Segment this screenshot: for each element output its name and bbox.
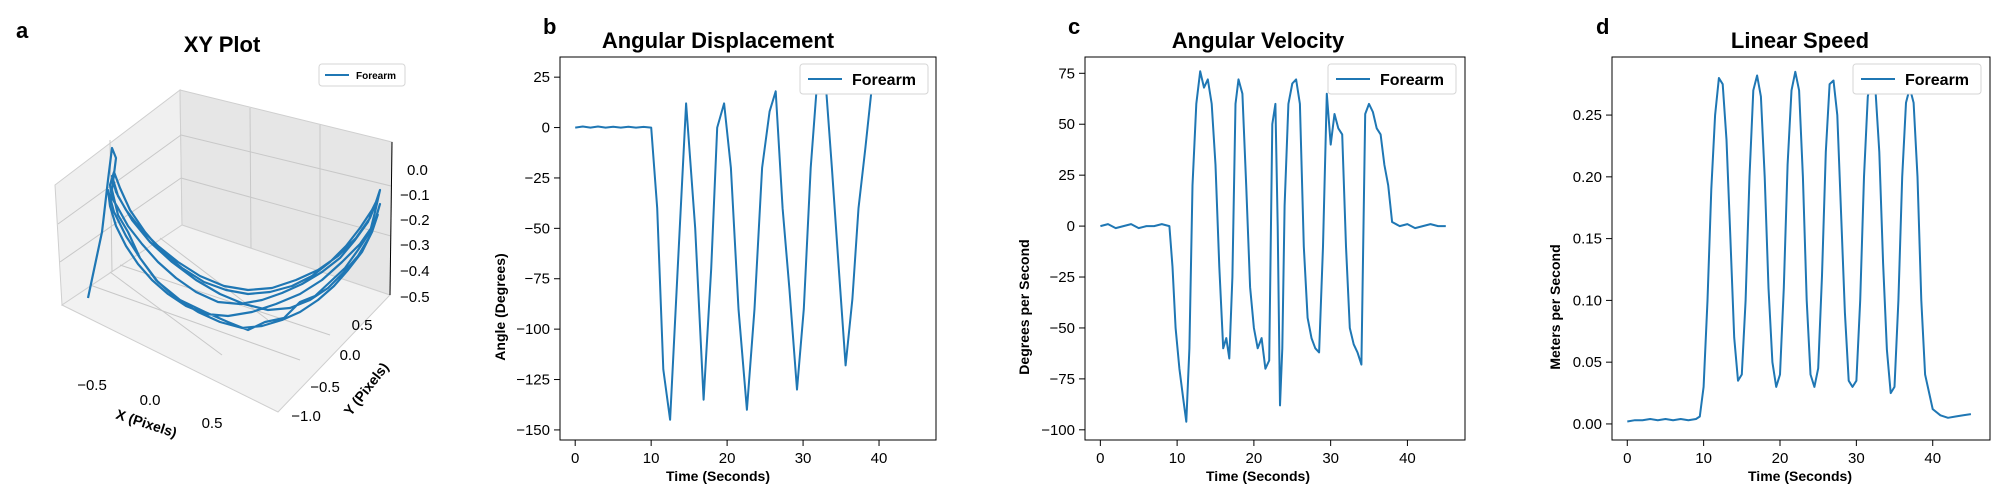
panel-a: a XY Plot −0.5 0.0 0.5 X (Pixels) 0.5 — [16, 18, 430, 441]
panel-a-xlabel: X (Pixels) — [114, 406, 179, 441]
panel-c-ytick-label: 0 — [1067, 218, 1075, 235]
panel-c-ytick-label: −100 — [1041, 422, 1075, 439]
panel-b-legend-label: Forearm — [852, 72, 916, 89]
panel-b-ytick-label: 25 — [533, 69, 550, 86]
panel-c-legend-box — [1327, 63, 1457, 95]
panel-d-series-line — [1627, 70, 1972, 423]
panel-c-ytick-label: −50 — [1050, 320, 1075, 337]
panel-a-ytick-label: 0.0 — [340, 347, 361, 364]
panel-b-ytick-label: −75 — [525, 271, 550, 288]
panel-d-legend: Forearm — [1852, 63, 1982, 95]
panel-c-xlabel: Time (Seconds) — [1206, 468, 1310, 484]
panel-a-ztick-label: −0.3 — [400, 237, 430, 254]
panel-b-xtick-label: 30 — [795, 450, 812, 467]
panel-a-ztick-label: −0.2 — [400, 212, 430, 229]
panel-a-grid-line — [180, 177, 392, 237]
panel-b-axes-frame — [559, 56, 937, 441]
panel-b-ylabel: Angle (Degrees) — [492, 253, 508, 360]
panel-d-xlabel: Time (Seconds) — [1748, 468, 1852, 484]
panel-d-ytick-label: 0.05 — [1573, 354, 1602, 371]
panel-b-xtick-label: 40 — [871, 450, 888, 467]
panel-b-legend: Forearm — [799, 63, 929, 95]
panel-d-legend-label: Forearm — [1905, 72, 1969, 89]
panel-letter-d: d — [1596, 14, 1609, 39]
panel-d-axes-frame — [1611, 56, 1991, 441]
panel-a-z-axis-line — [389, 141, 393, 296]
panel-a-grid-line — [89, 284, 301, 361]
panel-a-ztick-label: −0.1 — [400, 187, 430, 204]
panel-a-ztick-label: −0.5 — [400, 289, 430, 306]
panel-d-xtick-label: 40 — [1924, 450, 1941, 467]
panel-c-legend-label: Forearm — [1380, 72, 1444, 89]
panel-c-ytick-label: −75 — [1050, 371, 1075, 388]
panel-c-ylabel: Degrees per Second — [1016, 239, 1032, 374]
panel-c-title: Angular Velocity — [1172, 28, 1345, 53]
panel-c-xtick-label: 10 — [1169, 450, 1186, 467]
panel-b-xtick-label: 0 — [571, 450, 579, 467]
panel-a-title: XY Plot — [184, 32, 261, 57]
panel-b: b Angular Displacement Time (Seconds) An… — [492, 14, 937, 484]
panel-a-legend-box — [318, 63, 406, 87]
panel-letter-c: c — [1068, 14, 1080, 39]
panel-a-grid-line — [57, 134, 182, 225]
panel-a-grid-line — [109, 271, 223, 356]
panel-a-legend: Forearm — [318, 63, 406, 87]
panel-c-series-line — [1100, 70, 1446, 423]
panel-d-ylabel: Meters per Second — [1547, 244, 1563, 369]
panel-c-xtick-label: 0 — [1096, 450, 1104, 467]
panel-a-grid-line — [180, 134, 392, 187]
panel-a-ytick-label: −1.0 — [291, 408, 321, 425]
panel-b-ytick-label: −50 — [525, 220, 550, 237]
panel-c-ytick-label: 75 — [1058, 65, 1075, 82]
panel-c-ytick-label: 25 — [1058, 167, 1075, 184]
panel-letter-b: b — [543, 14, 556, 39]
panel-d-ytick-label: 0.15 — [1573, 231, 1602, 248]
panel-b-xlabel: Time (Seconds) — [666, 468, 770, 484]
panel-d-ytick-label: 0.00 — [1573, 416, 1602, 433]
panel-c-legend: Forearm — [1327, 63, 1457, 95]
panel-b-ytick-label: 0 — [542, 120, 550, 137]
panel-d-xtick-label: 20 — [1772, 450, 1789, 467]
panel-d: d Linear Speed Time (Seconds) Meters per… — [1547, 14, 1991, 484]
panel-a-ylabel: Y (Pixels) — [340, 359, 391, 418]
panel-b-xtick-label: 20 — [719, 450, 736, 467]
panel-c-ytick-label: −25 — [1050, 269, 1075, 286]
panel-d-xtick-label: 30 — [1848, 450, 1865, 467]
panel-d-title: Linear Speed — [1731, 28, 1869, 53]
panel-d-ytick-label: 0.25 — [1573, 107, 1602, 124]
panel-c: c Angular Velocity Time (Seconds) Degree… — [1016, 14, 1466, 484]
panel-c-xtick-label: 30 — [1322, 450, 1339, 467]
panel-letter-a: a — [16, 18, 29, 43]
panel-b-series-line — [575, 66, 880, 421]
panel-a-trajectory-line — [86, 146, 382, 332]
panel-b-ytick-label: −150 — [516, 422, 550, 439]
panel-a-xtick-label: 0.0 — [140, 392, 161, 409]
panel-a-grid-line — [249, 107, 252, 249]
panel-a-ytick-label: 0.5 — [352, 317, 373, 334]
panel-d-ytick-label: 0.10 — [1573, 292, 1602, 309]
panel-c-xtick-label: 40 — [1399, 450, 1416, 467]
panel-c-xtick-label: 20 — [1246, 450, 1263, 467]
panel-d-xtick-label: 10 — [1695, 450, 1712, 467]
panel-b-ytick-label: −25 — [525, 170, 550, 187]
panel-b-ytick-label: −125 — [516, 372, 550, 389]
panel-d-xtick-label: 0 — [1623, 450, 1631, 467]
panel-a-xtick-label: −0.5 — [77, 377, 107, 394]
panel-a-xtick-label: 0.5 — [202, 415, 223, 432]
panel-c-axes-frame — [1084, 56, 1466, 441]
panel-a-ztick-label: 0.0 — [407, 162, 428, 179]
panel-a-ztick-label: −0.4 — [400, 263, 430, 280]
panel-b-xtick-label: 10 — [643, 450, 660, 467]
panel-b-title: Angular Displacement — [602, 28, 835, 53]
panel-d-legend-box — [1852, 63, 1982, 95]
panel-b-ytick-label: −100 — [516, 321, 550, 338]
panel-c-ytick-label: 50 — [1058, 116, 1075, 133]
panel-d-ytick-label: 0.20 — [1573, 169, 1602, 186]
panel-b-legend-box — [799, 63, 929, 95]
panel-a-legend-label: Forearm — [356, 71, 396, 82]
panel-a-ytick-label: −0.5 — [310, 379, 340, 396]
